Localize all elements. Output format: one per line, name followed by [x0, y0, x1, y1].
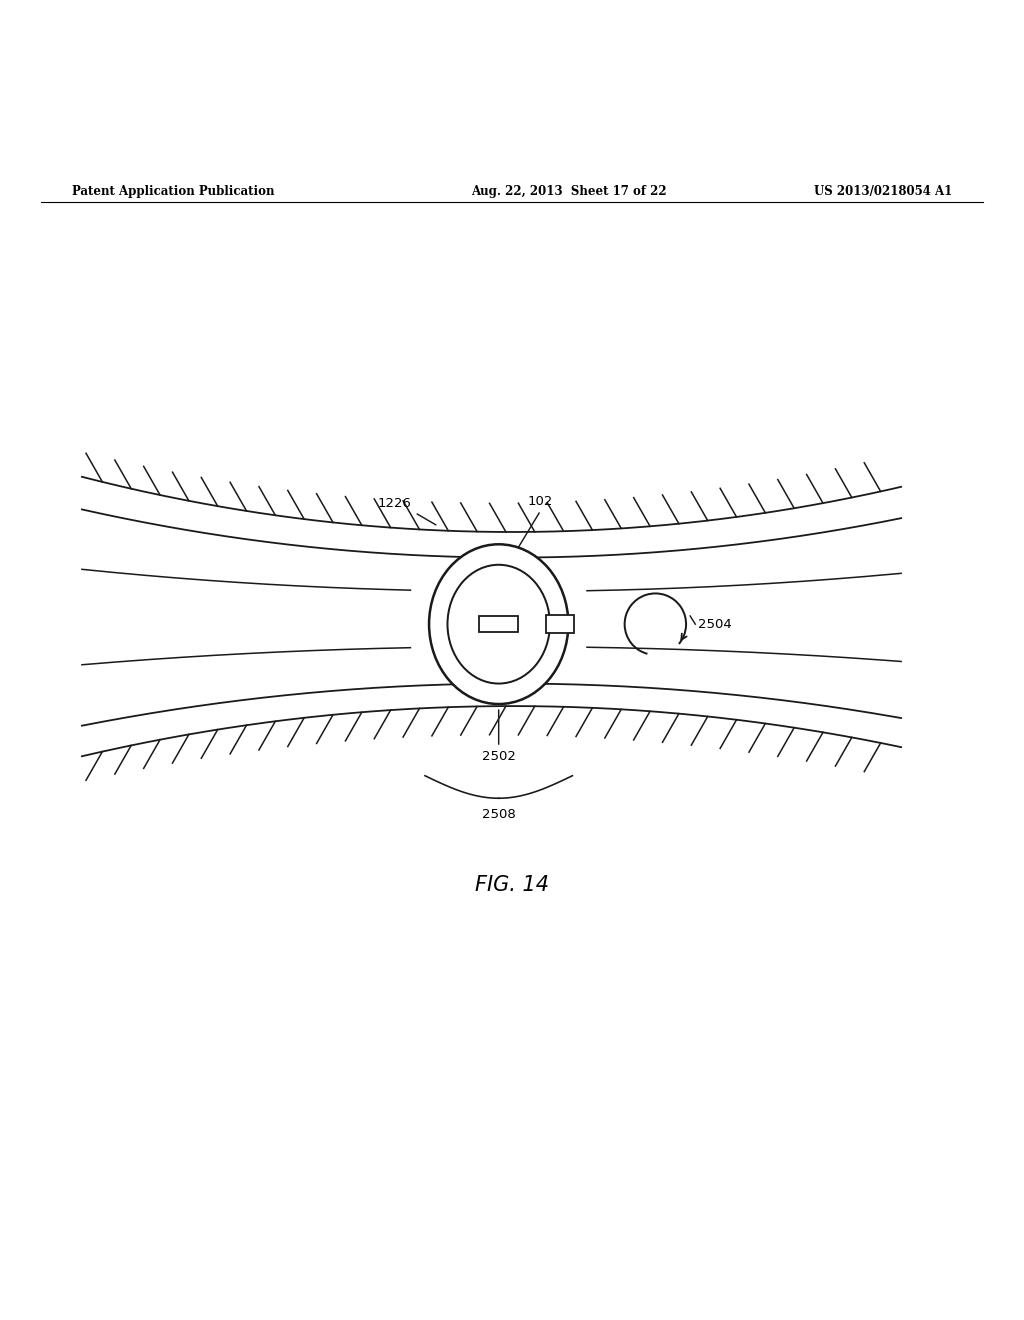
Text: US 2013/0218054 A1: US 2013/0218054 A1 — [814, 185, 952, 198]
Text: 2504: 2504 — [698, 618, 732, 631]
Text: Patent Application Publication: Patent Application Publication — [72, 185, 274, 198]
Text: Aug. 22, 2013  Sheet 17 of 22: Aug. 22, 2013 Sheet 17 of 22 — [471, 185, 667, 198]
Bar — [546, 615, 574, 634]
Text: 102: 102 — [528, 495, 553, 508]
Text: 2502: 2502 — [481, 750, 516, 763]
Ellipse shape — [429, 544, 568, 704]
Bar — [479, 616, 518, 632]
Ellipse shape — [447, 565, 550, 684]
Text: 2508: 2508 — [482, 808, 515, 821]
Text: FIG. 14: FIG. 14 — [475, 875, 549, 895]
Text: 1226: 1226 — [377, 498, 412, 511]
